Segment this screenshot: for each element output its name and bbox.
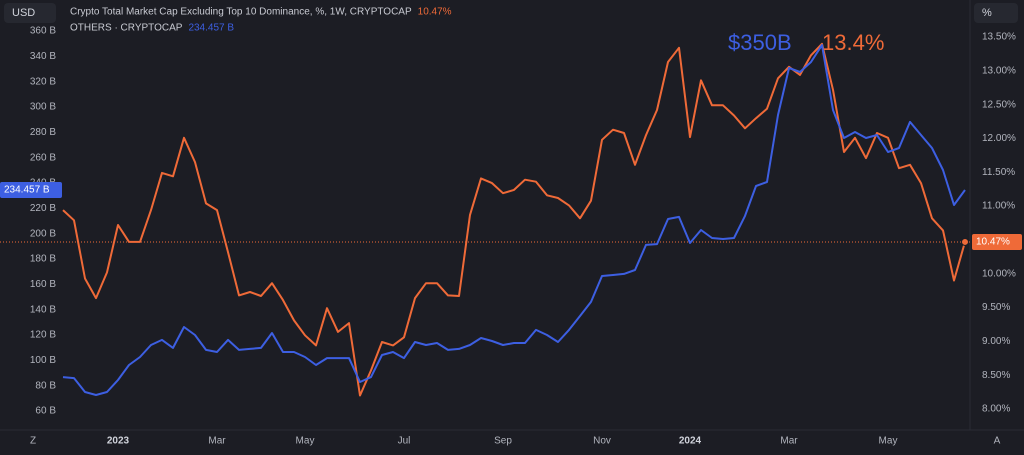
annotation: $350B (728, 30, 792, 55)
y-tick-label: 60 B (35, 406, 56, 417)
y2-tick-label: 13.50% (982, 32, 1016, 43)
y-tick-label: 120 B (30, 330, 56, 341)
y-tick-label: 100 B (30, 355, 56, 366)
y2-tick-label: 11.00% (982, 201, 1015, 212)
y2-tick-label: 8.50% (982, 370, 1010, 381)
y-tick-label: 300 B (30, 102, 56, 113)
currency-label: USD (12, 7, 35, 19)
x-tick-label: 2024 (679, 436, 702, 447)
y2-tick-label: 13.00% (982, 65, 1016, 76)
x-tick-label: Nov (593, 436, 611, 447)
legend-value: 234.457 B (188, 23, 234, 34)
last-point (961, 237, 969, 246)
last-value-label: 10.47% (976, 237, 1010, 248)
last-value-label: 234.457 B (4, 185, 50, 196)
y-tick-label: 320 B (30, 76, 56, 87)
currency-button[interactable] (4, 3, 56, 23)
x-tick-label: Mar (208, 436, 226, 447)
annotation: 13.4% (822, 30, 884, 55)
series-line (62, 42, 966, 397)
last-value-tag (972, 233, 1022, 250)
x-tick-label: May (879, 436, 898, 447)
y2-tick-label: 8.00% (982, 404, 1010, 415)
legend-entry: Crypto Total Market Cap Excluding Top 10… (70, 7, 412, 18)
y-tick-label: 340 B (30, 51, 56, 62)
x-tick-label: Sep (494, 436, 512, 447)
y-tick-label: 80 B (35, 380, 56, 391)
legend-value: 10.47% (418, 7, 452, 18)
y2-tick-label: 10.00% (982, 268, 1016, 279)
scale-label: % (982, 7, 992, 19)
plot (0, 42, 970, 397)
y-tick-label: 140 B (30, 304, 56, 315)
y-tick-label: 360 B (30, 26, 56, 37)
y-tick-label: 220 B (30, 203, 56, 214)
zoom-button[interactable]: Z (30, 436, 36, 447)
y-tick-label: 280 B (30, 127, 56, 138)
y2-tick-label: 12.50% (982, 99, 1016, 110)
series-line (62, 44, 966, 396)
y-tick-label: 180 B (30, 254, 56, 265)
legend: Crypto Total Market Cap Excluding Top 10… (70, 7, 452, 34)
y2-tick-label: 9.00% (982, 336, 1010, 347)
legend-entry: OTHERS · CRYPTOCAP (70, 23, 183, 34)
x-tick-label: May (296, 436, 315, 447)
scale-button[interactable] (974, 3, 1018, 23)
y-tick-label: 260 B (30, 152, 56, 163)
y2-tick-label: 9.50% (982, 302, 1010, 313)
y2-tick-label: 12.00% (982, 133, 1016, 144)
x-tick-label: Mar (780, 436, 798, 447)
y2-tick-label: 11.50% (982, 167, 1015, 178)
y-tick-label: 200 B (30, 228, 56, 239)
x-tick-label: 2023 (107, 436, 130, 447)
auto-button[interactable]: A (994, 436, 1001, 447)
x-tick-label: Jul (398, 436, 411, 447)
y-tick-label: 160 B (30, 279, 56, 290)
last-value-tag (0, 182, 62, 199)
